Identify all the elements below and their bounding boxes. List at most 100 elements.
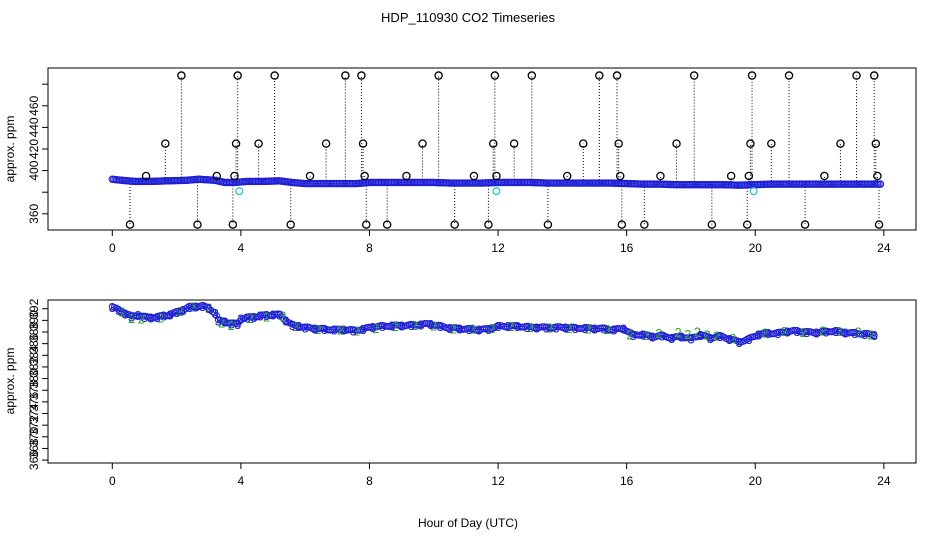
panel-2-axes: 0 4 8 12 16 20 2436636837037237437637838038238…	[27, 298, 891, 488]
series-3-label: 3	[311, 322, 318, 337]
series-3-label: 3	[736, 335, 743, 350]
series-2-label: 2	[761, 326, 768, 341]
series-2-label: 2	[527, 320, 534, 335]
series-2-label: 2	[205, 301, 212, 316]
series-2-label: 2	[138, 312, 145, 327]
series-3-label: 3	[388, 319, 395, 334]
series-3-point	[212, 312, 220, 320]
series-2-label: 2	[488, 321, 495, 336]
series-3-label: 3	[302, 320, 309, 335]
outlier-point	[357, 71, 366, 80]
panel-2-ytick-label: 370	[27, 426, 41, 446]
cyan-point	[749, 187, 758, 196]
outlier-point	[125, 220, 135, 229]
series-2-label: 2	[128, 311, 135, 326]
series-3-label: 3	[237, 312, 244, 327]
panel-1-ytick-label: 440	[27, 117, 41, 137]
series-3-point	[278, 313, 286, 321]
outlier-point	[141, 171, 151, 181]
series-2-label: 2	[867, 327, 874, 342]
series-3-label: 3	[122, 306, 129, 321]
series-3-label: 3	[331, 323, 338, 338]
panel-2-marks: 2 2 2 2 2 2 22 2 2 2 22 2 2 2 2 2 2 2 2 2 2 2 2 2 2 2 2 2 2 2 2 2 2 2 2 2 2 2…	[109, 299, 878, 350]
outlier-point	[193, 220, 202, 229]
panel-1-xtick-label: 8	[366, 241, 373, 255]
panel-2: 0 4 8 12 16 20 2436636837037237437637838038238…	[3, 298, 917, 488]
outlier-point	[614, 139, 623, 148]
series-2-label: 2	[674, 325, 681, 340]
outlier-point	[869, 71, 879, 80]
outlier-point	[656, 171, 665, 181]
outlier-point	[527, 71, 537, 80]
panel-1-xtick-label: 20	[749, 241, 763, 255]
panel-2-ytick-label: 380	[27, 368, 41, 388]
series-3-label: 3	[427, 317, 434, 332]
outlier-point	[341, 71, 350, 80]
panel-2-ytick-label: 372	[27, 415, 41, 435]
series-3-label: 3	[350, 323, 357, 338]
series-3-label: 3	[601, 322, 608, 337]
x-axis-label: Hour of Day (UTC)	[418, 516, 518, 530]
series-3-label: 3	[199, 299, 206, 314]
series-2-label: 2	[247, 311, 254, 326]
outlier-point	[871, 139, 881, 148]
series-3-label: 3	[514, 319, 521, 334]
outlier-point	[689, 71, 699, 80]
series-3-label: 3	[282, 313, 289, 328]
panel-1-xtick-label: 4	[238, 241, 245, 255]
outlier-point	[820, 171, 829, 181]
series-3-label: 3	[167, 308, 174, 323]
series-2-label: 2	[781, 324, 788, 339]
series-2-label: 2	[565, 321, 572, 336]
series-2-label: 2	[411, 318, 418, 333]
series-3-label: 3	[359, 322, 366, 337]
series-3-label: 3	[793, 324, 800, 339]
series-2-label: 2	[218, 316, 225, 331]
series-2-label: 2	[800, 325, 807, 340]
outlier-point	[874, 220, 884, 229]
series-3-label: 3	[629, 328, 636, 343]
series-3-label: 3	[533, 320, 540, 335]
outlier-point	[873, 171, 882, 181]
panel-1-ytick-label: 400	[27, 160, 41, 180]
series-3-label: 3	[215, 313, 222, 328]
series-2-label: 2	[703, 327, 710, 342]
series-3-label: 3	[678, 330, 685, 345]
series-2-label: 2	[835, 324, 842, 339]
series-3-label: 3	[379, 319, 386, 334]
panel-1-frame	[47, 67, 917, 231]
series-2-label: 2	[228, 318, 235, 333]
series-3-label: 3	[154, 310, 161, 325]
outlier-point	[800, 220, 810, 229]
series-3-label: 3	[639, 327, 646, 342]
series-3-label: 3	[774, 326, 781, 341]
series-2-label: 2	[118, 305, 125, 320]
baseline-point	[876, 180, 885, 188]
panel-2-ytick-label: 382	[27, 357, 41, 377]
series-3-label: 3	[257, 309, 264, 324]
series-2-label: 2	[626, 327, 633, 342]
series-3-label: 3	[697, 328, 704, 343]
series-2-label: 2	[469, 322, 476, 337]
cyan-point	[235, 187, 244, 196]
series-3-label: 3	[726, 332, 733, 347]
panel-2-xtick-label: 0	[109, 474, 116, 488]
panel-2-xtick-label: 4	[238, 474, 245, 488]
outlier-point	[579, 139, 588, 148]
outlier-point	[672, 139, 681, 148]
outlier-point	[230, 171, 239, 181]
outlier-point	[231, 139, 241, 148]
series-3-label: 3	[263, 308, 270, 323]
outlier-point	[640, 220, 649, 229]
series-3-label: 3	[417, 317, 424, 332]
series-3-label: 3	[408, 318, 415, 333]
outlier-point	[305, 171, 315, 181]
series-3-label: 3	[649, 330, 656, 345]
series-3-label: 3	[591, 322, 598, 337]
outlier-point	[358, 139, 368, 148]
outlier-point	[418, 139, 427, 148]
series-3-label: 3	[141, 310, 148, 325]
panel-2-ytick-label: 390	[27, 310, 41, 330]
